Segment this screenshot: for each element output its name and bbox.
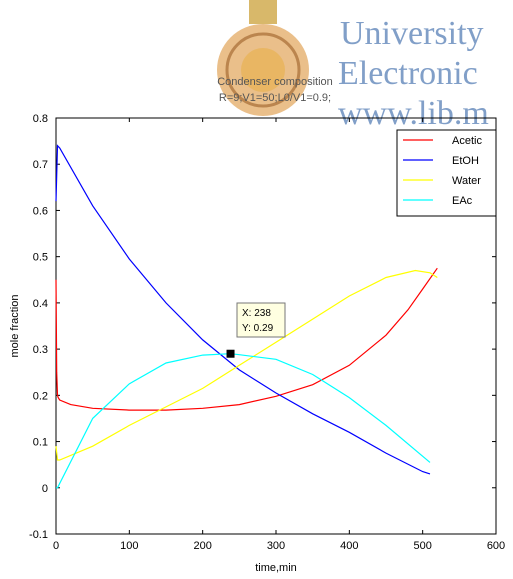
datatip-x-label: X: 238 <box>242 308 271 319</box>
chart-title-line-2: R=9;V1=50;L0/V1=0.9; <box>219 92 331 104</box>
watermark-line-3: www.lib.m <box>338 95 489 132</box>
legend-label-eac: EAc <box>452 195 473 207</box>
datatip-y-label: Y: 0.29 <box>242 323 274 334</box>
series-line-eac <box>56 353 431 489</box>
y-tick-label: 0.1 <box>33 437 48 449</box>
y-tick-label: 0.4 <box>33 298 48 310</box>
legend-label-etoh: EtOH <box>452 155 479 167</box>
y-tick-label: 0 <box>42 483 48 495</box>
y-tick-label: 0.6 <box>33 205 48 217</box>
axis-ticks: 0 100 200 300 400 500 600 -0.1 0 0.1 0.2 0.3 0.4 0.5 0… <box>29 113 505 552</box>
legend-label-water: Water <box>452 175 481 187</box>
watermark: University Electronic www.lib.m <box>338 15 489 132</box>
legend: Acetic EtOH Water EAc <box>396 129 497 217</box>
y-tick-label: 0.2 <box>33 390 48 402</box>
datatip-box <box>236 302 286 338</box>
y-tick-label: 0.7 <box>33 159 48 171</box>
datatip[interactable]: X: 238 Y: 0.29 <box>226 302 286 358</box>
chart-title-line-1: Condenser composition <box>217 76 333 88</box>
series-line-acetic <box>55 267 438 411</box>
x-tick-label: 0 <box>53 540 59 552</box>
y-tick-label: 0.5 <box>33 252 48 264</box>
x-tick-label: 100 <box>120 540 138 552</box>
y-tick-label: 0.3 <box>33 344 48 356</box>
x-tick-label: 200 <box>193 540 211 552</box>
x-tick-label: 600 <box>487 540 505 552</box>
x-tick-label: 300 <box>267 540 285 552</box>
datatip-marker[interactable] <box>226 349 235 358</box>
university-seal-logo <box>217 0 309 116</box>
x-tick-label: 500 <box>413 540 431 552</box>
legend-label-acetic: Acetic <box>452 135 482 147</box>
y-tick-label: 0.8 <box>33 113 48 125</box>
x-tick-label: 400 <box>340 540 358 552</box>
y-axis-label: mole fraction <box>9 295 21 358</box>
watermark-line-2: Electronic <box>338 55 478 92</box>
series-line-etoh <box>55 144 431 475</box>
legend-box <box>396 129 497 217</box>
x-axis-label: time,min <box>255 562 297 574</box>
y-tick-label: -0.1 <box>29 529 48 541</box>
series-line-water <box>55 269 438 461</box>
watermark-line-1: University <box>340 15 484 52</box>
